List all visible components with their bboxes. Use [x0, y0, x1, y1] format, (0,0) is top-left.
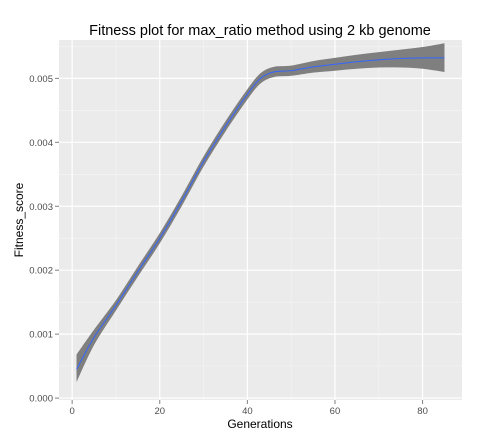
minor-grid — [59, 40, 462, 400]
major-grid — [59, 40, 462, 400]
chart-title: Fitness plot for max_ratio method using … — [89, 23, 431, 39]
y-tick-label: 0.004 — [29, 138, 53, 149]
plot-panel — [59, 40, 462, 400]
x-tick-label: 0 — [69, 406, 74, 417]
y-tick-label: 0.003 — [29, 202, 53, 213]
x-axis-label: Generations — [227, 417, 292, 431]
fitness-line — [76, 57, 445, 370]
y-tick-label: 0.001 — [29, 330, 53, 341]
x-tick-label: 80 — [417, 406, 428, 417]
y-tick-label: 0.000 — [29, 394, 53, 405]
y-axis-label: Fitness_score — [12, 182, 26, 257]
x-tick-label: 40 — [242, 406, 253, 417]
y-tick-label: 0.002 — [29, 266, 53, 277]
x-tick-label: 20 — [154, 406, 165, 417]
x-tick-label: 60 — [330, 406, 341, 417]
x-axis-ticks: 0 20 40 60 80 — [69, 400, 428, 417]
y-tick-label: 0.005 — [29, 74, 53, 85]
y-axis-ticks: 0.000 0.001 0.002 0.003 0.004 0.005 — [29, 74, 59, 405]
